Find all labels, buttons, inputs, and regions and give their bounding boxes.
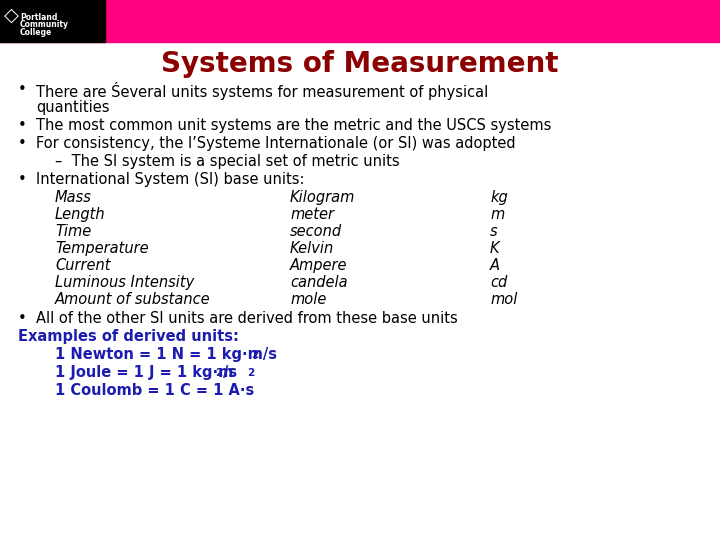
Text: second: second (290, 224, 342, 239)
Text: Current: Current (55, 258, 110, 273)
Text: s: s (490, 224, 498, 239)
Text: Time: Time (55, 224, 91, 239)
Text: cd: cd (490, 275, 508, 290)
Text: 1 Joule = 1 J = 1 kg·m: 1 Joule = 1 J = 1 kg·m (55, 365, 233, 380)
Bar (0, 0, 105, 42)
Text: 1 Newton = 1 N = 1 kg·m/s: 1 Newton = 1 N = 1 kg·m/s (55, 347, 277, 362)
Text: A: A (490, 258, 500, 273)
Text: •: • (18, 82, 27, 97)
Text: Community: Community (20, 20, 69, 29)
Text: 2: 2 (251, 350, 258, 360)
Text: mole: mole (290, 292, 326, 307)
Text: Amount of substance: Amount of substance (55, 292, 211, 307)
Bar (0, 0, 720, 42)
Text: Examples of derived units:: Examples of derived units: (18, 329, 239, 344)
Text: kg: kg (490, 190, 508, 205)
Text: –  The SI system is a special set of metric units: – The SI system is a special set of metr… (55, 154, 400, 169)
Text: 2: 2 (247, 368, 254, 378)
Text: K: K (490, 241, 500, 256)
Text: Luminous Intensity: Luminous Intensity (55, 275, 194, 290)
Text: meter: meter (290, 207, 334, 222)
Text: Ampere: Ampere (290, 258, 348, 273)
Text: Kilogram: Kilogram (290, 190, 356, 205)
Text: m: m (490, 207, 504, 222)
Text: Kelvin: Kelvin (290, 241, 334, 256)
Text: quantities: quantities (36, 100, 109, 115)
Text: For consistency, the l’Systeme Internationale (or SI) was adopted: For consistency, the l’Systeme Internati… (36, 136, 516, 151)
Text: candela: candela (290, 275, 348, 290)
Text: Systems of Measurement: Systems of Measurement (161, 50, 559, 78)
Text: Length: Length (55, 207, 106, 222)
Text: /s: /s (223, 365, 237, 380)
Text: There are Śeveral units systems for measurement of physical: There are Śeveral units systems for meas… (36, 82, 488, 100)
Text: International System (SI) base units:: International System (SI) base units: (36, 172, 305, 187)
Text: ◇: ◇ (4, 5, 19, 24)
Text: •: • (18, 136, 27, 151)
Text: Mass: Mass (55, 190, 92, 205)
Text: 2: 2 (215, 368, 222, 378)
Text: •: • (18, 118, 27, 133)
Text: mol: mol (490, 292, 518, 307)
Text: Portland: Portland (20, 13, 58, 22)
Text: 1 Coulomb = 1 C = 1 A·s: 1 Coulomb = 1 C = 1 A·s (55, 383, 254, 398)
Text: •: • (18, 172, 27, 187)
Text: •: • (18, 311, 27, 326)
Text: All of the other SI units are derived from these base units: All of the other SI units are derived fr… (36, 311, 458, 326)
Text: Temperature: Temperature (55, 241, 148, 256)
Text: The most common unit systems are the metric and the USCS systems: The most common unit systems are the met… (36, 118, 552, 133)
Text: College: College (20, 28, 53, 37)
